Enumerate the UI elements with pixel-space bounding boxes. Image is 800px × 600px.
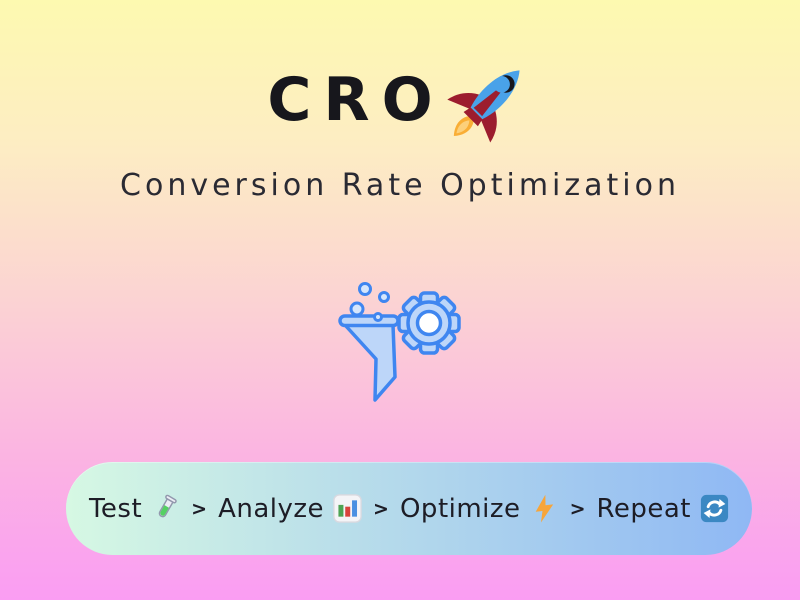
step-separator: > xyxy=(191,497,208,520)
process-step-analyze: Analyze xyxy=(218,494,362,524)
step-label: Optimize xyxy=(399,493,521,524)
process-step-repeat: Repeat xyxy=(596,494,729,524)
process-step-test: Test xyxy=(89,494,180,524)
step-label: Repeat xyxy=(596,493,692,524)
page-title: CRO xyxy=(267,65,445,135)
page-subtitle: Conversion Rate Optimization xyxy=(120,168,680,203)
test-tube-icon xyxy=(158,494,177,518)
step-label: Test xyxy=(88,493,143,524)
bar-chart-icon xyxy=(333,494,362,523)
step-separator: > xyxy=(373,497,389,520)
lightning-icon xyxy=(535,494,553,523)
bubbles xyxy=(349,282,390,322)
gear-icon xyxy=(396,291,461,355)
process-step-optimize: Optimize xyxy=(400,494,559,524)
repeat-icon xyxy=(700,494,729,523)
process-pill: Test > Analyze > Optimize xyxy=(66,462,752,555)
hero-illustration xyxy=(0,276,800,406)
title-row: CRO xyxy=(0,50,800,150)
rocket-icon xyxy=(446,70,520,143)
funnel-gear-icon xyxy=(337,282,461,402)
step-separator: > xyxy=(569,497,586,520)
funnel-icon xyxy=(337,314,400,402)
step-label: Analyze xyxy=(218,493,325,524)
